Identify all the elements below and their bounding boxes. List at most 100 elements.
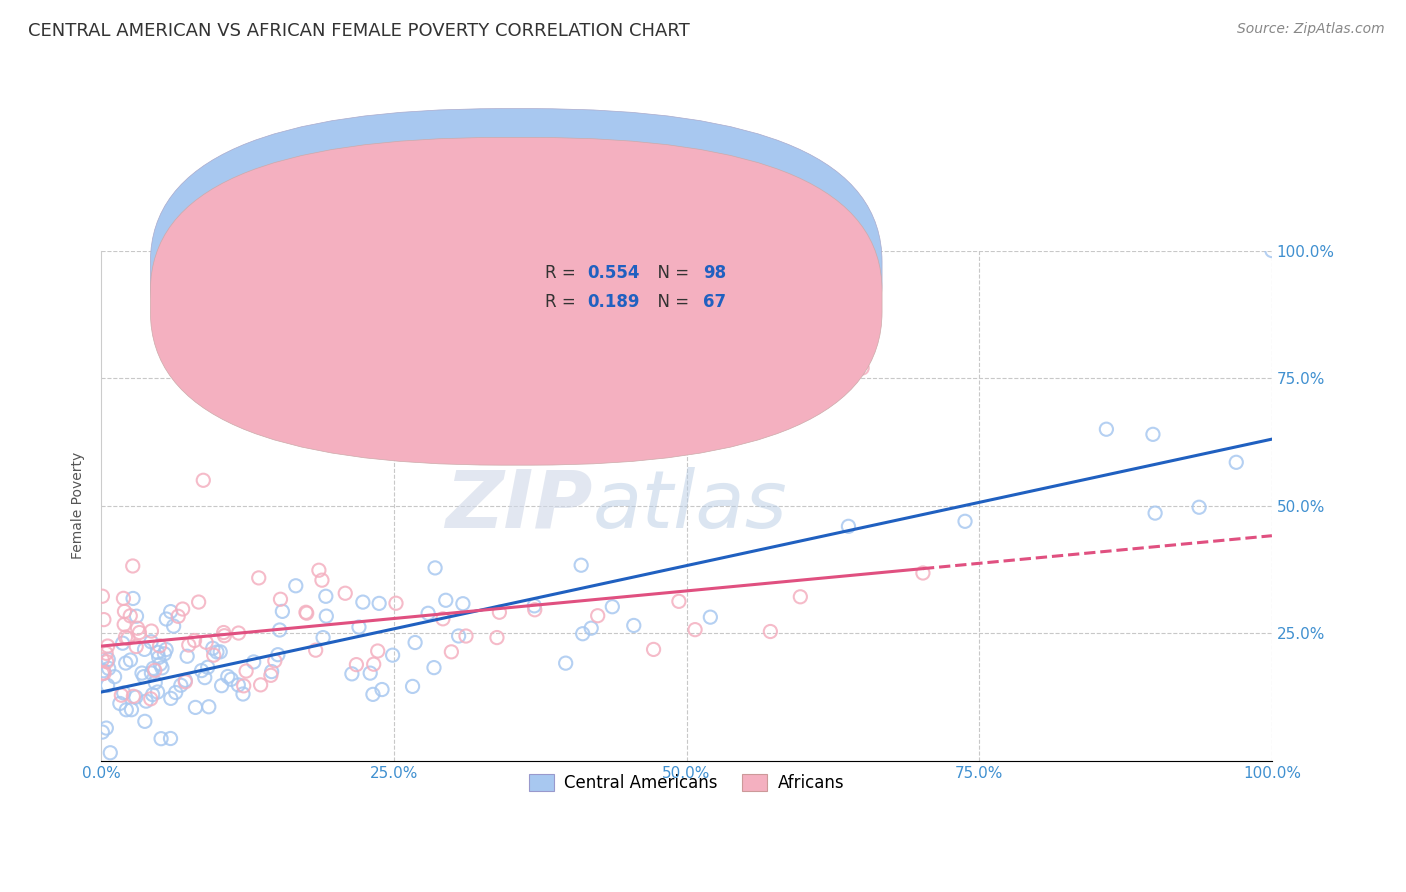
Point: [312, 631, 335, 645]
Point: [440, 645, 463, 659]
Point: [242, 655, 264, 669]
Point: [141, 666, 163, 681]
Point: [172, 602, 194, 616]
Point: [97, 652, 120, 666]
Point: [195, 635, 218, 649]
Point: [209, 645, 232, 659]
Point: [187, 595, 209, 609]
Point: [226, 678, 249, 692]
Point: [146, 685, 169, 699]
Point: [97, 678, 120, 692]
Point: [454, 629, 477, 643]
Point: [361, 687, 384, 701]
Text: R =: R =: [546, 293, 581, 310]
Point: [131, 666, 153, 681]
Point: [554, 656, 576, 670]
Point: [96, 721, 118, 735]
Point: [311, 573, 333, 587]
Point: [142, 661, 165, 675]
Text: CENTRAL AMERICAN VS AFRICAN FEMALE POVERTY CORRELATION CHART: CENTRAL AMERICAN VS AFRICAN FEMALE POVER…: [28, 22, 690, 40]
Text: ZIP: ZIP: [446, 467, 593, 545]
Point: [120, 608, 142, 623]
Point: [108, 697, 131, 711]
Point: [485, 631, 508, 645]
Point: [111, 636, 134, 650]
Point: [416, 607, 439, 621]
Point: [91, 725, 114, 739]
Point: [699, 610, 721, 624]
Point: [235, 664, 257, 678]
Point: [184, 700, 207, 714]
Point: [98, 746, 121, 760]
Point: [305, 643, 328, 657]
Point: [837, 519, 859, 533]
Point: [110, 688, 132, 702]
Point: [851, 361, 873, 376]
Point: [488, 605, 510, 619]
Point: [197, 660, 219, 674]
Point: [352, 595, 374, 609]
Point: [269, 592, 291, 607]
Point: [249, 678, 271, 692]
Point: [668, 594, 690, 608]
Point: [159, 605, 181, 619]
FancyBboxPatch shape: [150, 109, 882, 436]
Point: [121, 703, 143, 717]
Point: [112, 617, 135, 632]
Point: [177, 638, 200, 652]
Point: [1144, 506, 1167, 520]
Point: [148, 650, 170, 665]
Point: [117, 632, 139, 646]
Point: [93, 666, 115, 681]
Point: [162, 619, 184, 633]
Point: [112, 591, 135, 606]
Point: [139, 634, 162, 648]
Point: [211, 679, 233, 693]
Point: [167, 609, 190, 624]
Point: [176, 649, 198, 664]
Point: [91, 589, 114, 603]
Point: [96, 655, 118, 669]
Point: [1261, 244, 1284, 258]
Text: R =: R =: [546, 264, 581, 282]
Text: Source: ZipAtlas.com: Source: ZipAtlas.com: [1237, 22, 1385, 37]
Point: [335, 586, 357, 600]
Point: [125, 640, 148, 654]
Point: [155, 642, 177, 657]
Point: [217, 669, 239, 683]
Point: [263, 654, 285, 668]
Point: [143, 663, 166, 677]
Point: [153, 647, 176, 661]
Text: N =: N =: [647, 264, 695, 282]
Point: [404, 635, 426, 649]
Point: [571, 626, 593, 640]
Point: [128, 625, 150, 640]
Point: [371, 682, 394, 697]
Point: [643, 642, 665, 657]
Point: [315, 589, 337, 603]
Point: [295, 606, 318, 620]
Point: [363, 657, 385, 672]
Point: [93, 613, 115, 627]
Point: [623, 618, 645, 632]
Point: [451, 597, 474, 611]
Point: [232, 687, 254, 701]
Point: [194, 671, 217, 685]
Point: [381, 648, 404, 663]
Point: [159, 731, 181, 746]
Point: [219, 673, 242, 687]
Point: [122, 591, 145, 606]
Point: [579, 621, 602, 635]
Point: [247, 571, 270, 585]
Point: [347, 620, 370, 634]
Point: [367, 644, 389, 658]
Point: [114, 656, 136, 670]
Point: [523, 603, 546, 617]
Point: [148, 639, 170, 653]
Point: [120, 653, 142, 667]
Point: [267, 648, 290, 662]
Point: [132, 670, 155, 684]
Point: [214, 629, 236, 643]
Point: [423, 561, 446, 575]
Point: [197, 699, 219, 714]
